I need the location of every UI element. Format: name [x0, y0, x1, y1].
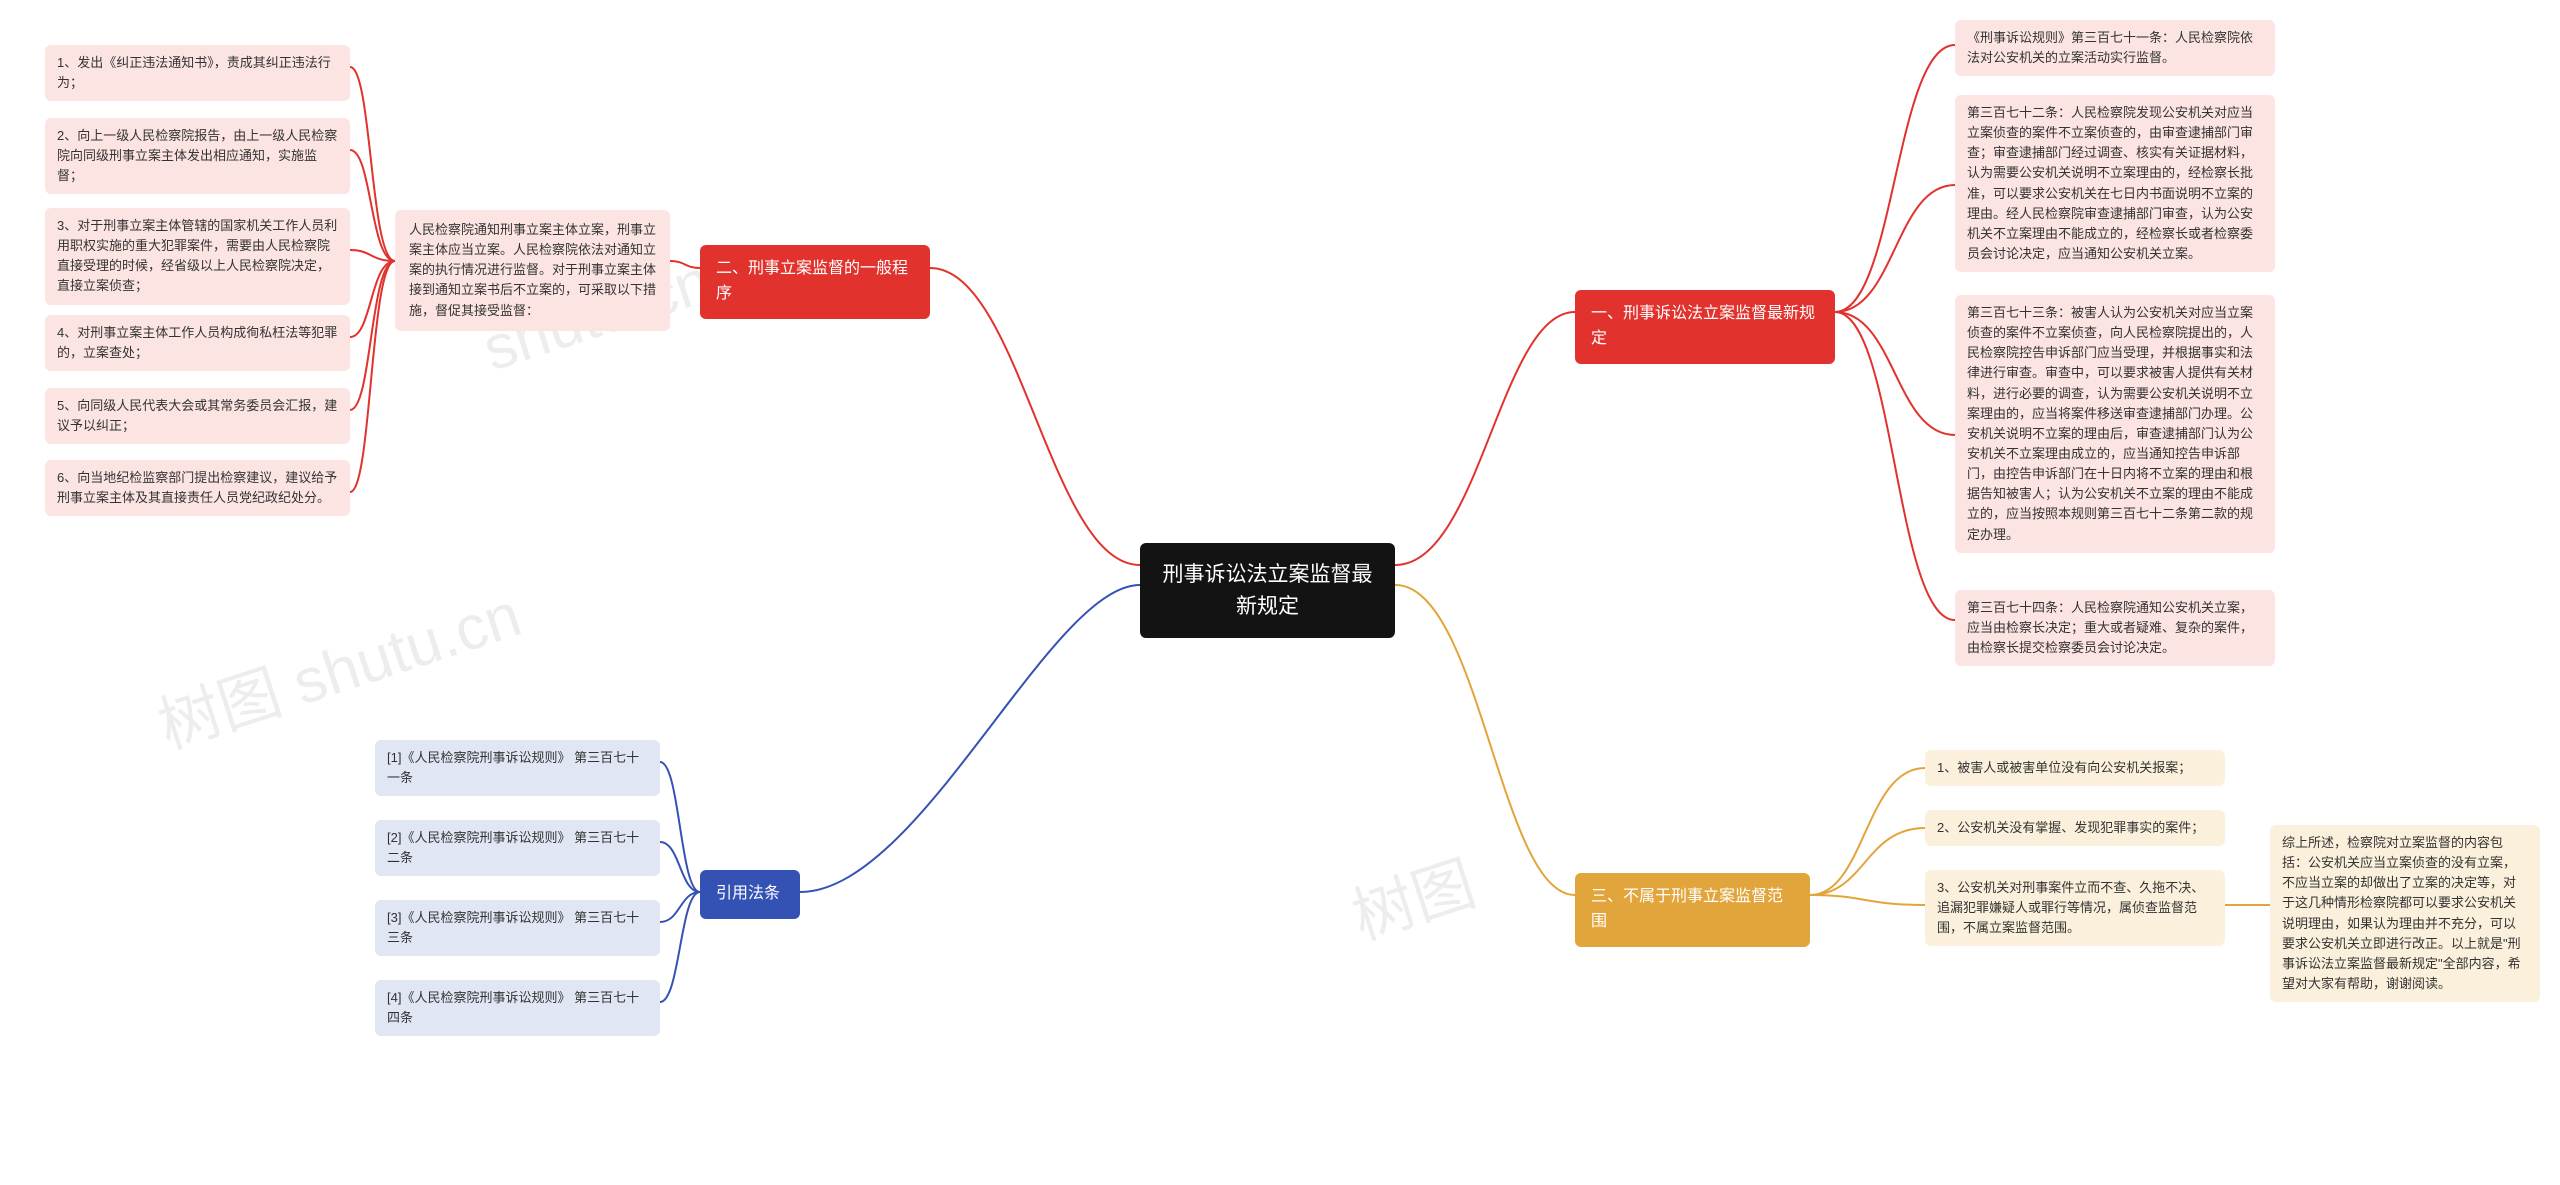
branch-4[interactable]: 引用法条 — [700, 870, 800, 919]
branch-1[interactable]: 一、刑事诉讼法立案监督最新规定 — [1575, 290, 1835, 364]
branch-2-leaf-1[interactable]: 1、发出《纠正违法通知书》，责成其纠正违法行为； — [45, 45, 350, 101]
branch-2[interactable]: 二、刑事立案监督的一般程序 — [700, 245, 930, 319]
branch-1-leaf-4[interactable]: 第三百七十四条：人民检察院通知公安机关立案，应当由检察长决定；重大或者疑难、复杂… — [1955, 590, 2275, 666]
branch-1-leaf-2[interactable]: 第三百七十二条：人民检察院发现公安机关对应当立案侦查的案件不立案侦查的，由审查逮… — [1955, 95, 2275, 272]
branch-2-sub[interactable]: 人民检察院通知刑事立案主体立案，刑事立案主体应当立案。人民检察院依法对通知立案的… — [395, 210, 670, 331]
branch-4-leaf-2[interactable]: [2]《人民检察院刑事诉讼规则》 第三百七十二条 — [375, 820, 660, 876]
mindmap-canvas: shutu.cn 树图 shutu.cn shutu.cn 树图 — [0, 0, 2560, 1185]
watermark: 树图 — [1339, 833, 1485, 957]
branch-3[interactable]: 三、不属于刑事立案监督范围 — [1575, 873, 1810, 947]
branch-2-leaf-3[interactable]: 3、对于刑事立案主体管辖的国家机关工作人员利用职权实施的重大犯罪案件，需要由人民… — [45, 208, 350, 305]
branch-2-leaf-4[interactable]: 4、对刑事立案主体工作人员构成徇私枉法等犯罪的，立案查处； — [45, 315, 350, 371]
branch-2-leaf-6[interactable]: 6、向当地纪检监察部门提出检察建议，建议给予刑事立案主体及其直接责任人员党纪政纪… — [45, 460, 350, 516]
branch-1-leaf-1[interactable]: 《刑事诉讼规则》第三百七十一条：人民检察院依法对公安机关的立案活动实行监督。 — [1955, 20, 2275, 76]
branch-3-leaf-2[interactable]: 2、公安机关没有掌握、发现犯罪事实的案件； — [1925, 810, 2225, 846]
root-node[interactable]: 刑事诉讼法立案监督最新规定 — [1140, 543, 1395, 638]
branch-4-leaf-3[interactable]: [3]《人民检察院刑事诉讼规则》 第三百七十三条 — [375, 900, 660, 956]
branch-3-leaf-3[interactable]: 3、公安机关对刑事案件立而不查、久拖不决、追漏犯罪嫌疑人或罪行等情况，属侦查监督… — [1925, 870, 2225, 946]
branch-2-leaf-2[interactable]: 2、向上一级人民检察院报告，由上一级人民检察院向同级刑事立案主体发出相应通知，实… — [45, 118, 350, 194]
branch-3-leaf-1[interactable]: 1、被害人或被害单位没有向公安机关报案； — [1925, 750, 2225, 786]
branch-2-leaf-5[interactable]: 5、向同级人民代表大会或其常务委员会汇报，建议予以纠正； — [45, 388, 350, 444]
branch-4-leaf-4[interactable]: [4]《人民检察院刑事诉讼规则》 第三百七十四条 — [375, 980, 660, 1036]
branch-1-leaf-3[interactable]: 第三百七十三条：被害人认为公安机关对应当立案侦查的案件不立案侦查，向人民检察院提… — [1955, 295, 2275, 553]
branch-4-leaf-1[interactable]: [1]《人民检察院刑事诉讼规则》 第三百七十一条 — [375, 740, 660, 796]
watermark: 树图 shutu.cn — [145, 564, 530, 766]
branch-3-leaf-3-child[interactable]: 综上所述，检察院对立案监督的内容包括：公安机关应当立案侦查的没有立案，不应当立案… — [2270, 825, 2540, 1002]
